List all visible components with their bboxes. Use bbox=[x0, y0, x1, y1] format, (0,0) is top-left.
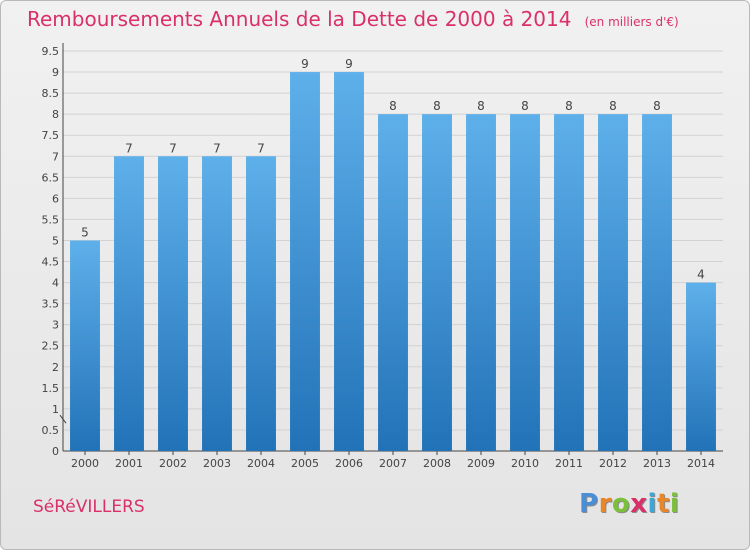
bar-2007 bbox=[378, 114, 408, 451]
y-tick-label: 5 bbox=[52, 234, 59, 247]
bar-2010 bbox=[510, 114, 540, 451]
y-tick-label: 9.5 bbox=[42, 45, 60, 58]
y-tick-label: 7 bbox=[52, 150, 59, 163]
y-tick-label: 6.5 bbox=[42, 171, 60, 184]
x-tick-label-2014: 2014 bbox=[687, 457, 715, 470]
y-tick-label: 0 bbox=[52, 445, 59, 458]
y-tick-label: 8 bbox=[52, 108, 59, 121]
data-label-2000: 5 bbox=[81, 225, 89, 239]
y-tick-label: 9 bbox=[52, 66, 59, 79]
data-label-2006: 9 bbox=[345, 57, 353, 71]
data-label-2013: 8 bbox=[653, 99, 661, 113]
logo-letter: P bbox=[579, 489, 599, 519]
data-label-2012: 8 bbox=[609, 99, 617, 113]
logo-letter: t bbox=[656, 489, 670, 519]
bar-2013 bbox=[642, 114, 672, 451]
x-tick-label-2012: 2012 bbox=[599, 457, 627, 470]
y-tick-label: 1 bbox=[52, 403, 59, 416]
axis-break bbox=[59, 414, 67, 424]
y-tick-labels: 0 0.5 1 1.5 2 2.5 3 3.5 4 4.5 5 5.5 6 6.5 7 7.5 8 8.5 9 9.5 bbox=[42, 45, 60, 458]
x-tick-labels: 2000 2001 2002 2003 2004 2005 2006 2007 2008 2009… bbox=[71, 451, 715, 470]
logo-letter: o bbox=[611, 489, 631, 519]
bar-2014 bbox=[686, 282, 716, 451]
x-tick-label-2010: 2010 bbox=[511, 457, 539, 470]
bar-2004 bbox=[246, 156, 276, 451]
data-labels: 5 7 7 7 7 9 9 8 8 8 8 8 8 8 4 bbox=[81, 57, 705, 282]
y-tick-label: 4.5 bbox=[42, 256, 60, 269]
data-label-2009: 8 bbox=[477, 99, 485, 113]
y-tick-label: 3.5 bbox=[42, 298, 60, 311]
x-tick-label-2011: 2011 bbox=[555, 457, 583, 470]
x-tick-label-2000: 2000 bbox=[71, 457, 99, 470]
data-label-2005: 9 bbox=[301, 57, 309, 71]
data-label-2001: 7 bbox=[125, 141, 133, 155]
x-tick-label-2003: 2003 bbox=[203, 457, 231, 470]
chart-title: Remboursements Annuels de la Dette de 20… bbox=[27, 7, 679, 31]
data-label-2007: 8 bbox=[389, 99, 397, 113]
proxiti-logo: Proxiti bbox=[579, 489, 679, 519]
data-label-2002: 7 bbox=[169, 141, 177, 155]
x-tick-label-2004: 2004 bbox=[247, 457, 275, 470]
x-tick-label-2013: 2013 bbox=[643, 457, 671, 470]
logo-letter: i bbox=[647, 489, 657, 519]
y-tick-label: 2.5 bbox=[42, 340, 60, 353]
bar-2011 bbox=[554, 114, 584, 451]
y-tick-label: 0.5 bbox=[42, 424, 60, 437]
y-tick-label: 8.5 bbox=[42, 87, 60, 100]
logo-letter: r bbox=[598, 489, 612, 519]
y-tick-label: 4 bbox=[52, 277, 59, 290]
x-tick-label-2009: 2009 bbox=[467, 457, 495, 470]
x-tick-label-2001: 2001 bbox=[115, 457, 143, 470]
y-tick-label: 2 bbox=[52, 361, 59, 374]
bar-2003 bbox=[202, 156, 232, 451]
bar-2006 bbox=[334, 72, 364, 451]
data-label-2008: 8 bbox=[433, 99, 441, 113]
bar-2001 bbox=[114, 156, 144, 451]
x-tick-label-2006: 2006 bbox=[335, 457, 363, 470]
x-tick-label-2002: 2002 bbox=[159, 457, 187, 470]
data-label-2010: 8 bbox=[521, 99, 529, 113]
bars bbox=[70, 72, 716, 451]
x-tick-label-2008: 2008 bbox=[423, 457, 451, 470]
y-tick-label: 6 bbox=[52, 192, 59, 205]
data-label-2011: 8 bbox=[565, 99, 573, 113]
y-tick-label: 5.5 bbox=[42, 213, 60, 226]
data-label-2004: 7 bbox=[257, 141, 265, 155]
x-tick-label-2005: 2005 bbox=[291, 457, 319, 470]
logo-letter: x bbox=[630, 489, 648, 519]
commune-name: SéRéVILLERS bbox=[33, 497, 145, 517]
y-tick-label: 3 bbox=[52, 319, 59, 332]
data-label-2014: 4 bbox=[697, 268, 705, 282]
bar-2000 bbox=[70, 240, 100, 451]
bar-2008 bbox=[422, 114, 452, 451]
title-unit: (en milliers d'€) bbox=[584, 15, 679, 29]
data-label-2003: 7 bbox=[213, 141, 221, 155]
bar-2012 bbox=[598, 114, 628, 451]
x-tick-label-2007: 2007 bbox=[379, 457, 407, 470]
logo-letter: i bbox=[669, 489, 680, 519]
y-tick-label: 1.5 bbox=[42, 382, 60, 395]
title-main: Remboursements Annuels de la Dette de 20… bbox=[27, 7, 572, 31]
bar-2002 bbox=[158, 156, 188, 451]
bar-2005 bbox=[290, 72, 320, 451]
y-tick-label: 7.5 bbox=[42, 129, 60, 142]
bar-2009 bbox=[466, 114, 496, 451]
